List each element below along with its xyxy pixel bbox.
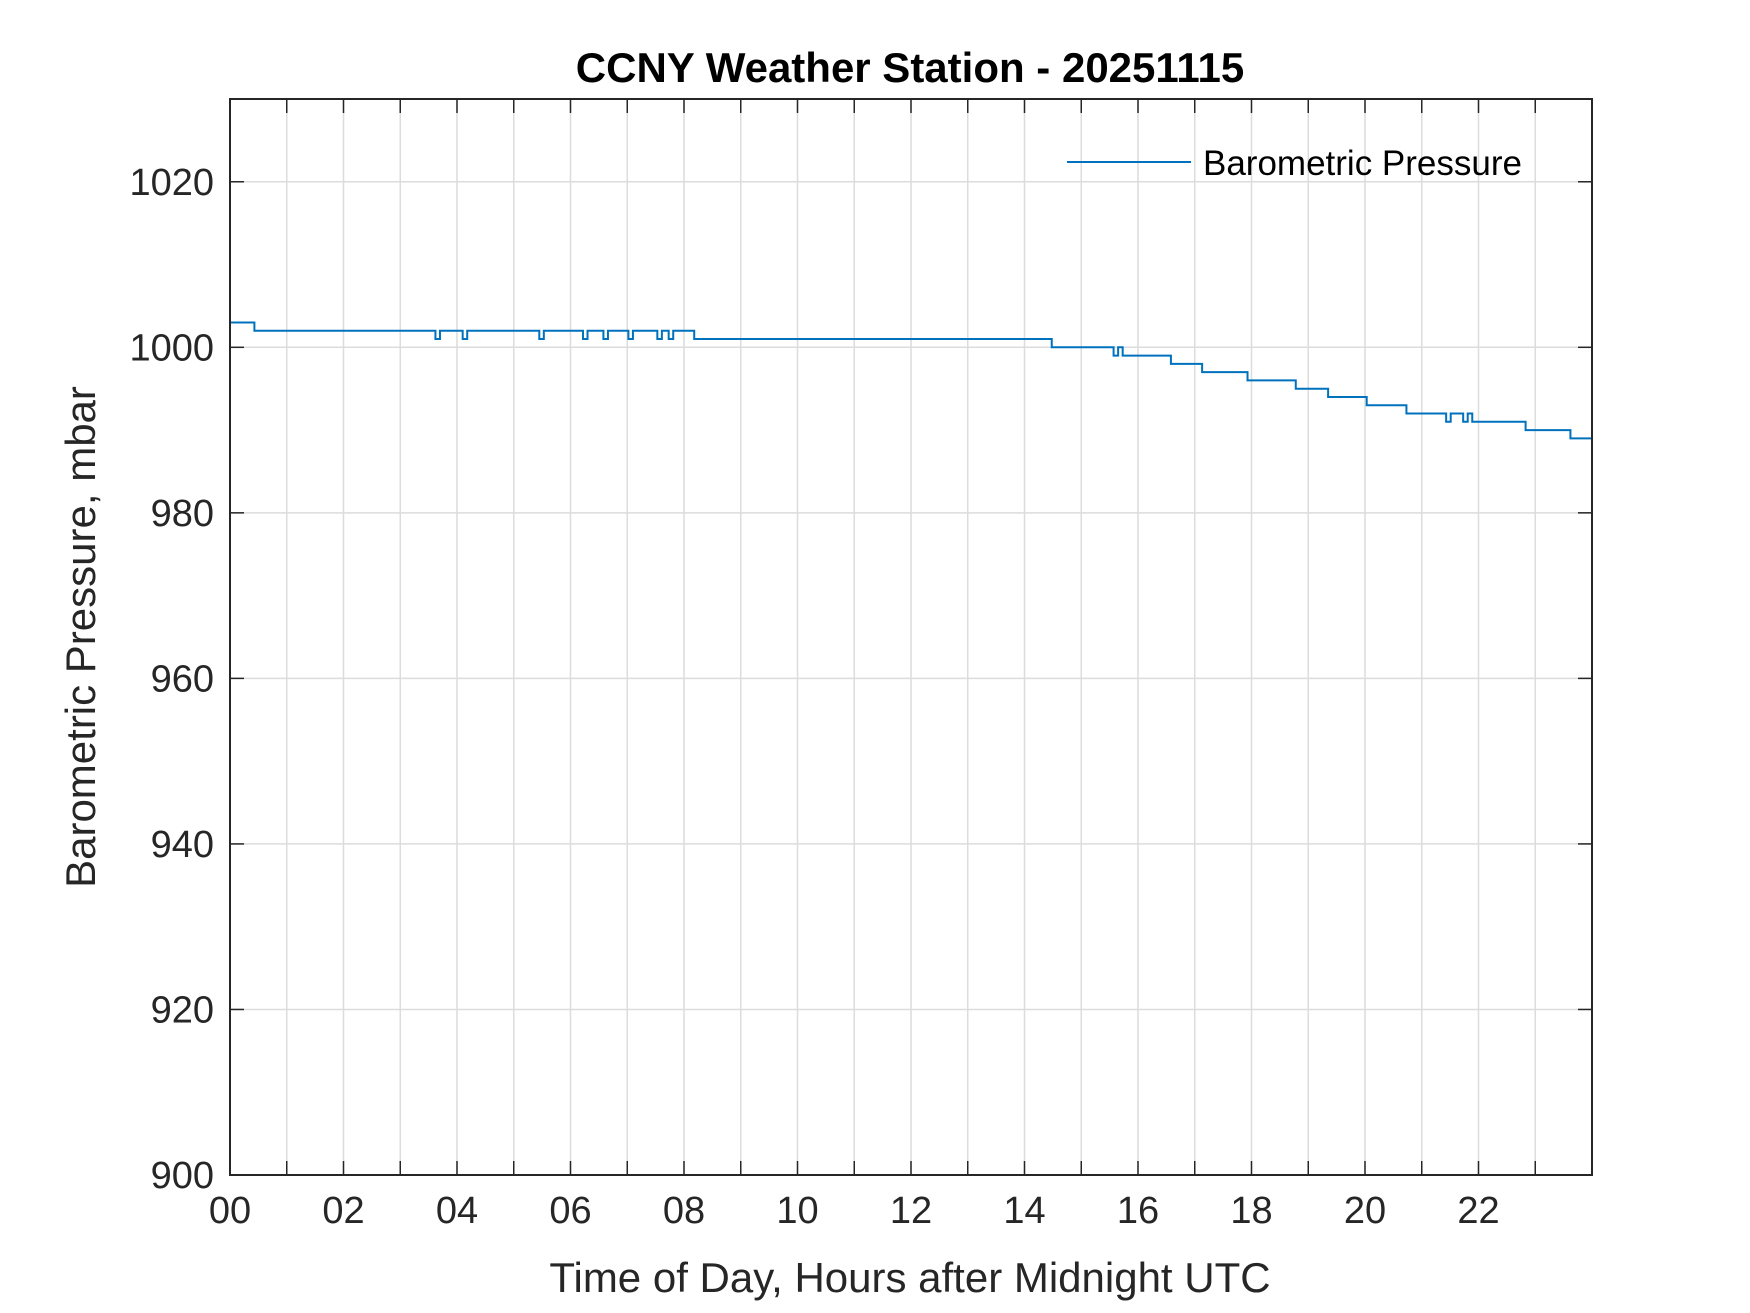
y-axis-label: Barometric Pressure, mbar	[57, 386, 104, 888]
data-point	[661, 329, 663, 332]
data-point	[607, 329, 609, 332]
data-point	[1569, 437, 1572, 440]
x-tick-label: 10	[776, 1190, 818, 1232]
x-tick-label: 20	[1344, 1190, 1386, 1232]
x-tick-label: 14	[1003, 1190, 1045, 1232]
x-tick-label: 04	[436, 1190, 478, 1232]
y-tick-label: 980	[151, 493, 214, 535]
x-tick-label: 06	[549, 1190, 591, 1232]
y-tick-label: 920	[151, 989, 214, 1031]
data-point	[627, 338, 630, 340]
data-point	[632, 329, 634, 332]
data-point	[543, 329, 545, 332]
tick-marks	[229, 99, 1592, 1176]
data-point	[1365, 404, 1368, 407]
data-point	[667, 338, 670, 340]
x-tick-label: 00	[209, 1190, 251, 1232]
data-point	[1445, 421, 1447, 423]
data-point	[1471, 421, 1474, 423]
data-point	[1050, 346, 1053, 349]
data-point	[1201, 371, 1203, 373]
data-point	[1462, 421, 1464, 423]
data-point	[434, 338, 437, 340]
data-point	[1246, 379, 1249, 382]
y-tick-label: 900	[151, 1155, 214, 1197]
x-tick-label: 18	[1230, 1190, 1272, 1232]
y-tick-label: 1000	[129, 327, 214, 369]
x-axis-label: Time of Day, Hours after Midnight UTC	[549, 1254, 1270, 1301]
legend: Barometric Pressure	[1067, 144, 1522, 183]
data-point	[582, 338, 584, 340]
data-point	[1117, 346, 1119, 349]
data-point	[586, 329, 589, 332]
grid-lines	[229, 99, 1592, 1176]
data-point	[672, 329, 675, 332]
data-point	[1327, 396, 1329, 398]
legend-label-barometric-pressure: Barometric Pressure	[1203, 144, 1522, 183]
y-tick-label: 960	[151, 658, 214, 700]
data-point	[1294, 387, 1297, 390]
y-tick-label: 940	[151, 824, 214, 866]
data-point	[461, 338, 464, 340]
data-point	[439, 329, 441, 332]
y-tick-label: 1020	[129, 162, 214, 204]
data-point	[1524, 429, 1527, 431]
data-point	[1466, 412, 1469, 415]
data-point	[602, 338, 605, 340]
data-point	[538, 338, 541, 340]
chart-title: CCNY Weather Station - 20251115	[576, 44, 1244, 91]
data-point	[1449, 412, 1452, 415]
data-point	[1405, 412, 1408, 415]
data-point	[656, 338, 659, 340]
data-point	[466, 329, 469, 332]
data-point	[1170, 363, 1172, 365]
data-point	[253, 329, 256, 332]
x-tick-label: 08	[663, 1190, 705, 1232]
x-tick-label: 02	[322, 1190, 364, 1232]
x-tick-label: 22	[1457, 1190, 1499, 1232]
x-tick-label: 12	[890, 1190, 932, 1232]
tick-labels: 00 02 04 06 08 10 12 14 16 18 20 22 900 920 940 960 980 1…	[129, 162, 1499, 1232]
data-point	[1112, 354, 1115, 357]
x-tick-label: 16	[1117, 1190, 1159, 1232]
data-point	[693, 338, 696, 340]
data-point	[1121, 354, 1124, 357]
